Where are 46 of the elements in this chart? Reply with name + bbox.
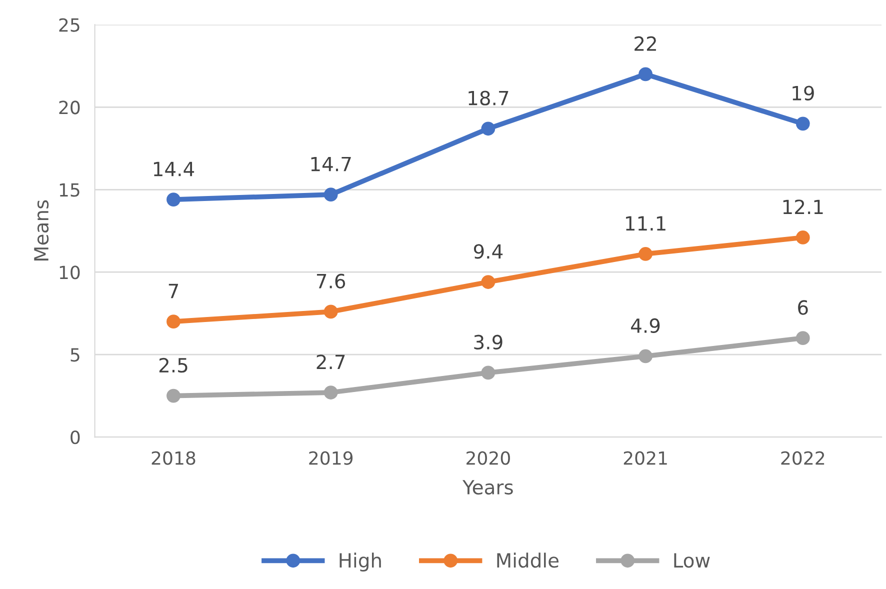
data-label: 11.1 bbox=[626, 216, 666, 230]
data-label: 14.4 bbox=[154, 162, 194, 176]
x-tick-label: 2021 bbox=[624, 451, 667, 465]
point bbox=[166, 314, 180, 329]
point bbox=[481, 366, 496, 380]
x-tick-label: 2022 bbox=[781, 451, 824, 465]
point bbox=[324, 188, 338, 202]
point bbox=[324, 304, 338, 319]
data-label: 7 bbox=[168, 284, 178, 298]
y-tick-label: 10 bbox=[60, 266, 80, 280]
point bbox=[481, 122, 496, 136]
data-label: 18.7 bbox=[468, 90, 508, 106]
legend-label: Low bbox=[674, 553, 710, 568]
point bbox=[638, 349, 652, 364]
x-tick-label: 2019 bbox=[309, 451, 353, 465]
y-tick-label: 25 bbox=[59, 18, 80, 32]
point bbox=[166, 192, 180, 206]
y-tick-label: 20 bbox=[59, 100, 80, 114]
y-tick-label: 15 bbox=[60, 183, 80, 197]
point bbox=[796, 116, 810, 131]
data-label: 3.9 bbox=[474, 334, 502, 350]
y-tick-label: 5 bbox=[70, 348, 80, 362]
point bbox=[481, 275, 496, 289]
y-axis-title: Means bbox=[34, 200, 49, 261]
data-label: 9.4 bbox=[474, 244, 503, 259]
data-label: 14.7 bbox=[311, 156, 351, 172]
data-label: 19 bbox=[792, 86, 814, 100]
data-label: 2.7 bbox=[316, 354, 345, 370]
data-label: 6 bbox=[798, 300, 808, 315]
x-axis-title: Years bbox=[462, 480, 513, 495]
point bbox=[166, 388, 180, 403]
point bbox=[796, 230, 810, 244]
point bbox=[638, 67, 652, 82]
y-tick-label: 0 bbox=[70, 430, 80, 444]
data-label: 4.9 bbox=[631, 318, 660, 334]
data-label: 7.6 bbox=[316, 274, 346, 288]
x-tick-label: 2018 bbox=[152, 451, 196, 465]
point bbox=[324, 386, 338, 400]
point bbox=[638, 247, 652, 261]
legend-label: Middle bbox=[497, 552, 559, 568]
legend-label: High bbox=[340, 552, 381, 572]
x-tick-label: 2020 bbox=[466, 451, 510, 465]
data-label: 12.1 bbox=[783, 200, 823, 214]
data-label: 2.5 bbox=[159, 358, 188, 373]
point bbox=[796, 331, 810, 346]
data-label: 22 bbox=[634, 36, 656, 51]
